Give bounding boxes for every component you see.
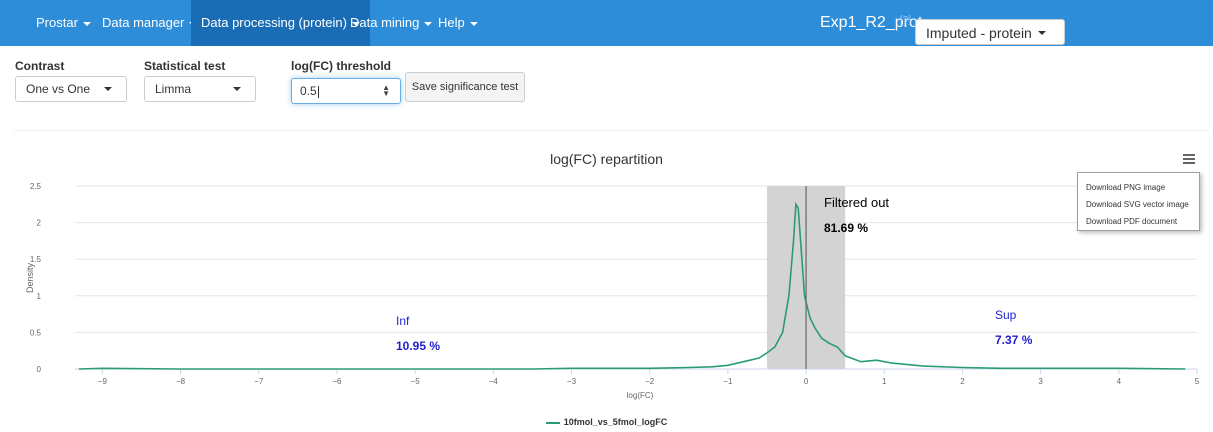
grid-lines [75, 185, 1197, 370]
y-tick-label: 2.5 [30, 182, 42, 191]
x-tick-label: 2 [960, 377, 965, 386]
x-tick-label: 0 [804, 377, 809, 386]
contrast-select-value: One vs One [26, 82, 91, 96]
x-tick-label: −6 [332, 377, 342, 386]
nav-data-mining[interactable]: Data mining [340, 0, 442, 46]
navbar: Prostar Data manager Data processing (pr… [0, 0, 1213, 46]
chevron-down-icon [104, 87, 112, 91]
chevron-down-icon [424, 21, 433, 26]
dataset-select[interactable]: Imputed - protein [915, 19, 1065, 45]
nav-data-processing-label: Data processing (protein) [201, 15, 347, 30]
annotations: Filtered out 81.69 % Inf 10.95 % Sup 7.37 % [396, 195, 1033, 353]
statistical-test-label: Statistical test [144, 59, 226, 73]
chevron-down-icon [1038, 31, 1046, 35]
x-tick-label: 3 [1038, 377, 1043, 386]
chevron-down-icon [233, 87, 241, 91]
filter-band [766, 186, 846, 369]
annotation-label: Inf [396, 314, 410, 328]
chart-legend[interactable]: 10fmol_vs_5fmol_logFC [0, 417, 1213, 427]
nav-help-label: Help [438, 15, 465, 30]
nav-data-processing[interactable]: Data processing (protein) [191, 0, 370, 46]
x-tick-label: −7 [254, 377, 264, 386]
legend-label: 10fmol_vs_5fmol_logFC [563, 417, 668, 427]
x-tick-label: −1 [723, 377, 733, 386]
annotation-value: 7.37 % [995, 333, 1033, 347]
series-line [78, 201, 1186, 370]
nav-prostar[interactable]: Prostar [26, 0, 101, 46]
legend-swatch [545, 421, 560, 424]
annotation-value: 81.69 % [824, 221, 868, 235]
x-axis: −9 −8 −7 −6 −5 −4 −3 −2 −1 0 1 2 3 4 5 [75, 368, 1200, 386]
x-tick-label: −8 [176, 377, 186, 386]
contrast-select[interactable]: One vs One [15, 76, 127, 102]
y-axis-label: Density [25, 262, 35, 293]
chart-title: log(FC) repartition [550, 151, 663, 167]
x-tick-label: −5 [411, 377, 421, 386]
save-significance-test-button[interactable]: Save significance test [405, 72, 525, 102]
chevron-down-icon [351, 21, 360, 26]
chevron-down-icon [82, 21, 91, 26]
download-png-item[interactable]: Download PNG image [1086, 183, 1166, 192]
x-tick-label: −2 [645, 377, 655, 386]
stepper-icon[interactable]: ▲ ▼ [382, 83, 390, 98]
statistical-test-select-value: Limma [155, 82, 192, 96]
annotation-label: Sup [995, 308, 1017, 322]
threshold-label: log(FC) threshold [291, 59, 391, 73]
export-menu: Download PNG image Download SVG vector i… [1077, 172, 1200, 231]
dataset-name: Exp1_R2_prot [820, 14, 923, 31]
dataset-select-value: Imputed - protein [926, 25, 1032, 41]
nav-data-manager-label: Data manager [102, 15, 185, 30]
x-tick-label: −9 [98, 377, 108, 386]
download-svg-item[interactable]: Download SVG vector image [1086, 200, 1189, 209]
x-tick-label: 5 [1195, 377, 1200, 386]
x-tick-label: −4 [489, 377, 499, 386]
statistical-test-select[interactable]: Limma [144, 76, 256, 102]
annotation-label: Filtered out [824, 195, 889, 210]
x-tick-label: 1 [882, 377, 887, 386]
y-tick-label: 1 [37, 292, 42, 301]
threshold-input-value: 0.5 [300, 84, 317, 98]
x-axis-label: log(FC) [627, 391, 654, 400]
nav-data-mining-label: Data mining [350, 15, 420, 30]
chevron-down-icon [469, 21, 478, 26]
hamburger-menu-icon[interactable] [1183, 154, 1197, 166]
x-tick-label: −3 [567, 377, 577, 386]
y-tick-label: 1.5 [30, 255, 42, 264]
annotation-value: 10.95 % [396, 339, 440, 353]
y-axis: 0 0.5 1 1.5 2 2.5 [30, 182, 42, 374]
nav-help[interactable]: Help [428, 0, 488, 46]
x-tick-label: 4 [1117, 377, 1122, 386]
y-tick-label: 2 [37, 219, 42, 228]
contrast-label: Contrast [15, 59, 65, 73]
divider [14, 130, 1209, 131]
nav-prostar-label: Prostar [36, 15, 78, 30]
y-tick-label: 0.5 [30, 328, 42, 337]
threshold-input[interactable]: 0.5 ▲ ▼ [291, 78, 401, 104]
y-tick-label: 0 [37, 365, 42, 374]
download-pdf-item[interactable]: Download PDF document [1086, 217, 1178, 226]
dataset-help-link[interactable]: [?] [900, 15, 912, 26]
